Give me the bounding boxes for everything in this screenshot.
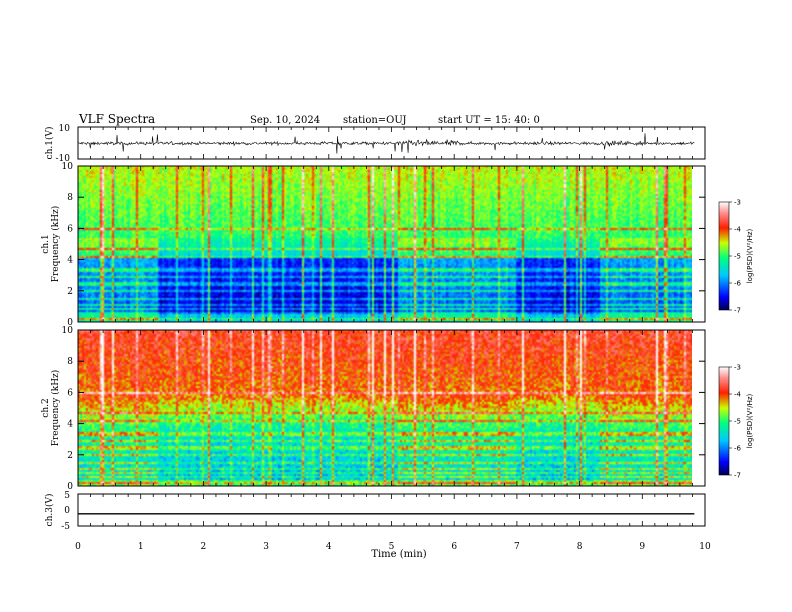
station-label: station=OUJ xyxy=(343,115,407,126)
ch1-ytick-bottom: -10 xyxy=(56,154,71,164)
ch2-colorbar-tick-label: -5 xyxy=(734,418,741,426)
time-axis-tick-label: 7 xyxy=(514,542,520,552)
ch2-colorbar-tick-label: -6 xyxy=(734,445,742,453)
time-axis-tick-label: 4 xyxy=(326,542,332,552)
time-axis: 0 1 2 3 4 5 6 7 8 9 10 xyxy=(75,542,711,552)
ch1-spectrogram-ylabel-channel: ch.1 xyxy=(41,234,51,253)
ch2-colorbar-label: log(PSD)(V²/Hz) xyxy=(746,393,754,448)
ch2-ytick: 8 xyxy=(67,357,73,367)
ch1-ytick: 2 xyxy=(67,287,73,297)
ch2-ytick: 2 xyxy=(67,451,73,461)
ch2-spectrogram-panel: 0 2 4 6 8 10 ch.2 Frequency (kHz) xyxy=(41,326,706,492)
ch1-spectrogram-image xyxy=(78,166,692,322)
ch1-spectrogram-panel: 0 2 4 6 8 10 ch.1 Frequency (kHz) xyxy=(41,162,706,328)
ch3-ytick-top: 5 xyxy=(64,491,70,501)
ch3-waveform-ylabel: ch.3(V) xyxy=(44,494,55,527)
time-axis-tick-label: 6 xyxy=(451,542,457,552)
ch2-ytick: 10 xyxy=(62,326,74,336)
ch2-colorbar-tick-label: -4 xyxy=(734,391,742,399)
start-time-label: start UT = 15: 40: 0 xyxy=(438,115,540,126)
time-axis-tick-label: 10 xyxy=(699,542,711,552)
ch3-ytick-bottom: -5 xyxy=(61,522,70,532)
ch2-ytick: 4 xyxy=(67,420,73,430)
time-axis-label: Time (min) xyxy=(371,549,426,560)
time-axis-tick-label: 3 xyxy=(263,542,269,552)
time-axis-tick-label: 9 xyxy=(639,542,645,552)
ch1-ytick-top: 10 xyxy=(59,124,71,134)
time-axis-tick-label: 1 xyxy=(138,542,144,552)
ch1-colorbar-tick-label: -4 xyxy=(734,226,742,234)
ch1-ytick: 6 xyxy=(67,224,73,234)
ch2-colorbar-gradient xyxy=(718,366,730,476)
ch1-colorbar-tick-label: -7 xyxy=(734,307,741,315)
figure-title: VLF Spectra xyxy=(78,112,155,126)
ch1-spectrogram-ylabel-freq: Frequency (kHz) xyxy=(50,206,61,283)
ch1-waveform-panel: 10 -10 ch.1(V) xyxy=(44,124,706,164)
ch1-colorbar-gradient xyxy=(718,201,730,311)
ch2-colorbar-tick-label: -7 xyxy=(734,472,741,480)
ch2-colorbar-tick-label: -3 xyxy=(734,364,741,372)
ch1-colorbar-tick-label: -3 xyxy=(734,199,741,207)
ch3-waveform-frame xyxy=(77,493,706,527)
ch1-colorbar-tick-label: -6 xyxy=(734,280,742,288)
ch2-ytick: 6 xyxy=(67,388,73,398)
ch2-spectrogram-image xyxy=(78,330,692,486)
ch1-yticks: 0 2 4 6 8 10 xyxy=(62,162,705,328)
time-axis-tick-label: 0 xyxy=(75,542,81,552)
ch2-spectrogram-ylabel-freq: Frequency (kHz) xyxy=(50,370,61,447)
ch1-colorbar-ticks: -3 -4 -5 -6 -7 xyxy=(729,199,742,315)
date-label: Sep. 10, 2024 xyxy=(250,115,320,126)
time-axis-tick-label: 2 xyxy=(201,542,207,552)
ch3-ytick-mid: 0 xyxy=(64,506,70,516)
ch1-ytick: 0 xyxy=(67,318,73,328)
time-axis-tick-label: 8 xyxy=(577,542,583,552)
ch1-colorbar-label: log(PSD)(V²/Hz) xyxy=(746,228,754,283)
ch1-ytick: 8 xyxy=(67,193,73,203)
ch1-ytick: 4 xyxy=(67,256,73,266)
time-axis-tick-label: 5 xyxy=(389,542,395,552)
ch1-waveform-line xyxy=(77,133,695,154)
ch2-ytick: 0 xyxy=(67,482,73,492)
ch1-colorbar: -3 -4 -5 -6 -7 log(PSD)(V²/Hz) xyxy=(718,199,754,315)
frame-ticks xyxy=(77,127,706,526)
ch2-colorbar: -3 -4 -5 -6 -7 log(PSD)(V²/Hz) xyxy=(718,364,754,480)
ch2-colorbar-ticks: -3 -4 -5 -6 -7 xyxy=(729,364,742,480)
ch1-ytick: 10 xyxy=(62,162,74,172)
ch2-spectrogram-ylabel-channel: ch.2 xyxy=(41,398,51,417)
ch1-colorbar-tick-label: -5 xyxy=(734,253,741,261)
ch1-waveform-ylabel: ch.1(V) xyxy=(44,127,55,160)
ch3-waveform-panel: 5 0 -5 ch.3(V) xyxy=(44,491,706,532)
ch2-yticks: 0 2 4 6 8 10 xyxy=(62,326,705,492)
